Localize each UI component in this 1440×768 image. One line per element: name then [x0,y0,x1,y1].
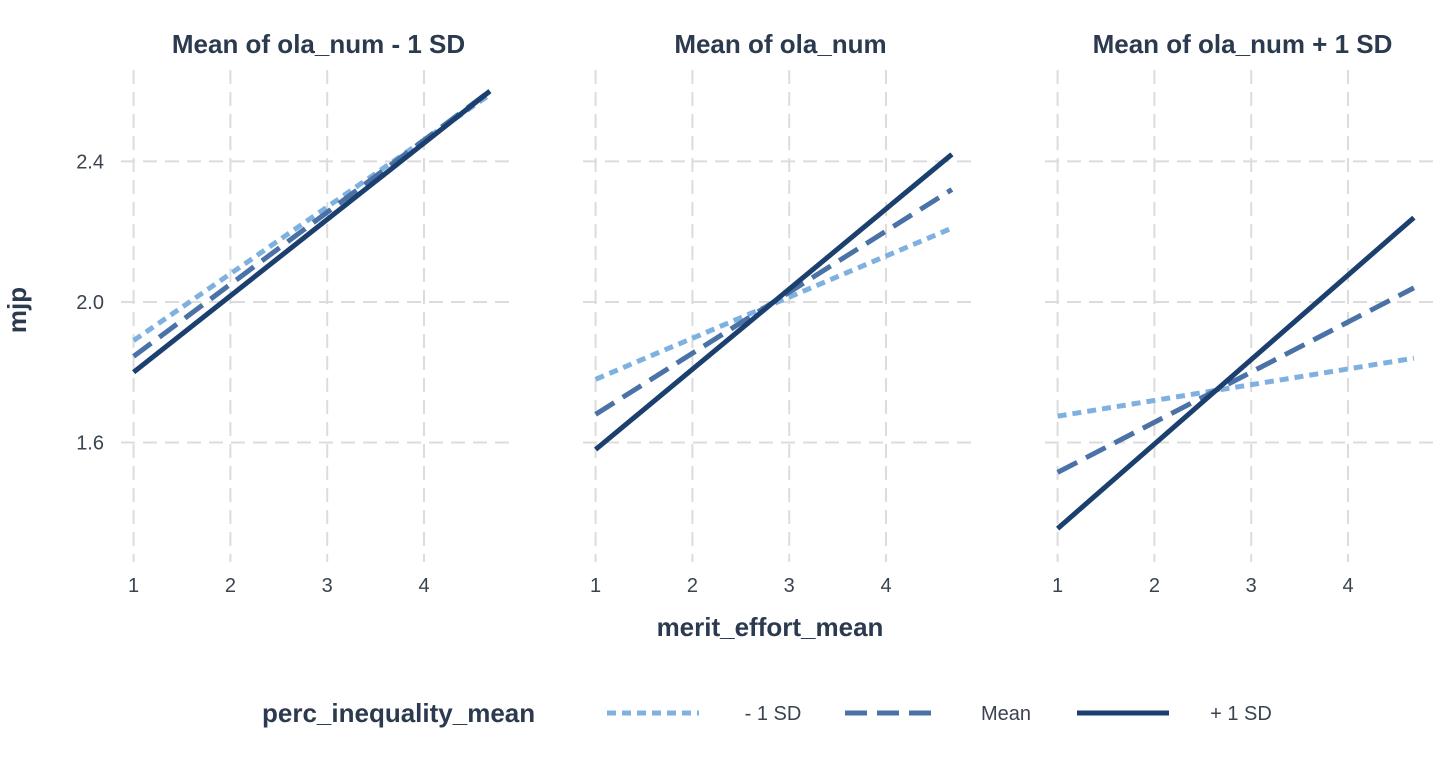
y-tick-label: 2.4 [76,151,104,173]
series-line [594,225,953,382]
x-tick-label: 1 [128,575,139,597]
legend-items: - 1 SD Mean + 1 SD [607,703,1272,725]
y-axis-title: mjp [2,287,32,333]
x-tick-label: 3 [322,575,333,597]
facet-title: Mean of ola_num + 1 SD [1093,29,1393,59]
x-tick-label: 2 [687,575,698,597]
facet-title: Mean of ola_num [674,29,886,59]
facet-title: Mean of ola_num - 1 SD [172,29,465,59]
legend-label: + 1 SD [1210,703,1272,725]
series-line [1057,355,1415,419]
x-tick-label: 3 [784,575,795,597]
x-tick-label: 4 [1342,575,1353,597]
legend-label: - 1 SD [745,703,802,725]
x-axis-title: merit_effort_mean [657,612,884,642]
x-tick-label: 2 [225,575,236,597]
series-line [132,89,492,375]
facet-panel: Mean of ola_num 1 2 3 4 [583,29,978,597]
x-tick-label: 1 [1052,575,1063,597]
x-tick-label: 4 [880,575,891,597]
x-tick-label: 4 [418,575,429,597]
legend-title: perc_inequality_mean [262,698,535,728]
series-line [594,152,954,452]
facet-panel: Mean of ola_num - 1 SD 1 2 3 4 1.6 2.0 2.4 [76,29,516,597]
facet-panels: Mean of ola_num - 1 SD1 2 3 41.62.02.4Mean … [76,29,1440,597]
legend-label: Mean [981,703,1031,725]
legend: perc_inequality_mean - 1 SD Mean + 1 SD [262,698,1272,728]
x-tick-label: 2 [1149,575,1160,597]
series-line [1055,215,1416,531]
series-line [1056,285,1416,475]
x-tick-label: 1 [590,575,601,597]
y-tick-label: 2.0 [76,292,104,314]
facet-panel: Mean of ola_num + 1 SD 1 2 3 4 [1045,29,1440,597]
y-tick-label: 1.6 [76,433,104,455]
x-tick-label: 3 [1246,575,1257,597]
